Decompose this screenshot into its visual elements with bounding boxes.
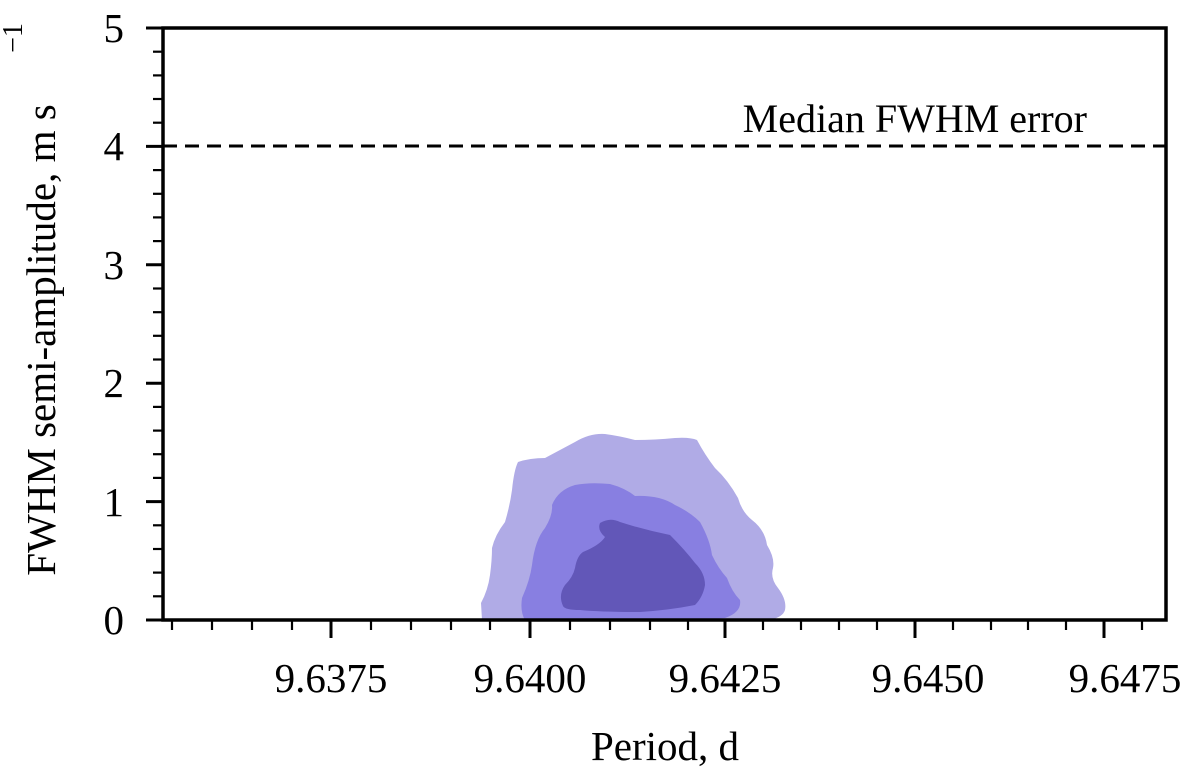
svg-text:9.6375: 9.6375 bbox=[275, 655, 388, 701]
y-axis-superscript-group: −1 bbox=[0, 23, 29, 53]
svg-text:9.6450: 9.6450 bbox=[872, 655, 985, 701]
svg-text:5: 5 bbox=[104, 5, 125, 51]
svg-text:4: 4 bbox=[104, 123, 125, 169]
y-tick-labels: 0 1 2 3 4 5 bbox=[104, 5, 125, 643]
x-tick-labels: 9.6375 9.6400 9.6425 9.6450 9.6475 bbox=[275, 655, 1182, 701]
svg-text:2: 2 bbox=[104, 360, 125, 406]
svg-text:9.6425: 9.6425 bbox=[669, 655, 782, 701]
y-axis-label-group: FWHM semi-amplitude, m s bbox=[18, 104, 64, 575]
x-axis-label: Period, d bbox=[591, 723, 739, 769]
svg-text:1: 1 bbox=[104, 479, 125, 525]
y-axis bbox=[146, 26, 163, 622]
contour-regions bbox=[481, 433, 786, 620]
median-error-label: Median FWHM error bbox=[743, 96, 1087, 141]
svg-text:0: 0 bbox=[104, 597, 125, 643]
contour-inner bbox=[560, 519, 705, 612]
plot-frame bbox=[161, 26, 1168, 622]
svg-text:3: 3 bbox=[104, 242, 125, 288]
y-axis-label-superscript: −1 bbox=[0, 23, 29, 53]
svg-text:9.6475: 9.6475 bbox=[1069, 655, 1182, 701]
y-axis-label: FWHM semi-amplitude, m s bbox=[18, 104, 64, 575]
svg-text:9.6400: 9.6400 bbox=[474, 655, 587, 701]
x-axis bbox=[170, 620, 1144, 638]
